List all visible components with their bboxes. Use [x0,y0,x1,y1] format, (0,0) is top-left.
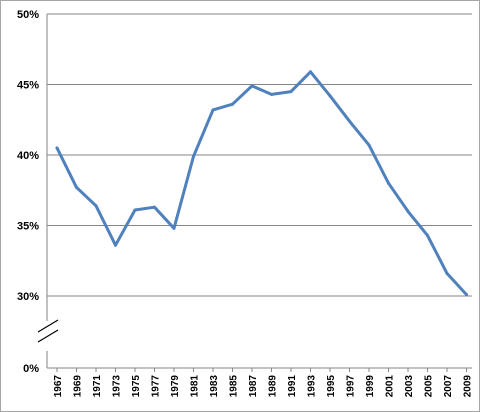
x-tick-label: 1995 [326,375,337,398]
data-point [445,271,449,275]
x-tick-label: 1971 [92,375,103,398]
data-point [406,209,410,213]
x-tick-label: 1985 [229,375,240,398]
data-point [153,205,156,209]
x-tick-label: 2007 [443,375,454,398]
x-tick-label: 2005 [424,375,435,398]
y-tick-label: 45% [17,80,39,92]
x-tick-labels: 1967 1969 1971 1973 1975 1977 1979 1981 1983 1985… [53,368,474,397]
y-tick-labels: 50% 45% 40% 35% 30% [17,9,39,303]
x-tick-label: 1983 [209,375,220,398]
series-line [55,70,468,297]
data-point [250,84,254,88]
data-point [75,185,78,189]
y-tick-label: 30% [17,291,39,303]
data-point [426,233,429,237]
data-point [211,108,215,112]
data-point [270,92,273,96]
gridlines [47,13,472,297]
x-tick-label: 1991 [287,375,298,398]
data-point [465,293,468,297]
data-point [94,204,98,208]
x-tick-label: 1999 [365,375,376,398]
x-tick-label: 1981 [190,375,201,398]
x-tick-label: 1977 [151,375,162,398]
data-point [309,70,312,74]
x-tick-label: 1967 [53,375,64,398]
x-tick-label: 2001 [385,375,396,398]
y-tick-label: 35% [17,221,39,233]
x-tick-label: 1987 [248,375,259,398]
data-point [172,226,176,230]
data-point [387,181,390,185]
data-point [192,154,195,158]
data-point [289,90,293,94]
x-tick-label: 1973 [112,375,123,398]
x-tick-label: 1969 [73,375,84,398]
y-tick-label: 50% [17,9,39,21]
data-point [55,146,59,150]
data-point [114,243,117,247]
x-tick-label: 1993 [307,375,318,398]
x-tick-label: 1975 [131,375,142,398]
x-tick-label: 1989 [268,375,279,398]
y-tick-label: 40% [17,150,39,162]
data-point [328,94,332,98]
data-point [367,143,371,147]
x-tick-label: 2003 [404,375,415,398]
data-point [231,102,234,106]
data-point [348,119,351,123]
y-tick-label-zero: 0% [23,363,39,375]
axis-break-marker [35,319,59,351]
axes [46,14,472,369]
x-tick-label: 1997 [346,375,357,398]
data-point [133,208,137,212]
x-tick-label: 2009 [463,375,474,398]
x-tick-label: 1979 [170,375,181,398]
